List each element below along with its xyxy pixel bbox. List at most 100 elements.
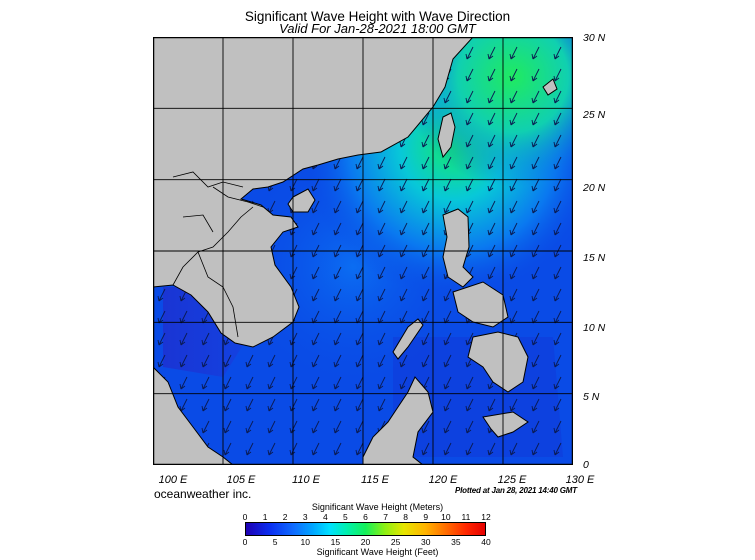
wave-arrow	[443, 354, 452, 368]
wave-arrow	[355, 200, 364, 214]
wave-arrow	[531, 288, 540, 302]
wave-arrow	[245, 376, 254, 390]
wave-arrow	[531, 376, 540, 390]
wave-arrow	[223, 354, 232, 368]
wave-arrow	[311, 266, 320, 280]
wave-arrow	[487, 46, 496, 60]
wave-arrow	[443, 398, 452, 412]
lat-label-30n: 30 N	[583, 32, 606, 44]
land-ryukyu	[542, 78, 558, 96]
wave-arrow	[355, 442, 364, 456]
wave-arrow	[377, 398, 386, 412]
land-sulawesi	[482, 411, 529, 438]
wave-arrow	[465, 398, 474, 412]
wave-arrow	[487, 200, 496, 214]
wave-arrow	[399, 354, 408, 368]
wave-arrow	[465, 178, 474, 192]
wave-arrow	[355, 288, 364, 302]
wave-arrow	[311, 222, 320, 236]
wave-arrow	[223, 420, 232, 434]
land-taiwan	[437, 112, 456, 159]
wave-arrow	[355, 398, 364, 412]
colorbar-tick-feet: 20	[360, 537, 371, 547]
wave-arrow	[399, 266, 408, 280]
lat-label-20n: 20 N	[583, 182, 606, 194]
lat-label-15n: 15 N	[583, 252, 606, 264]
colorbar-tick-meters: 0	[242, 512, 248, 522]
wave-arrow	[157, 354, 166, 368]
wave-arrow	[311, 376, 320, 390]
land-palawan	[392, 318, 424, 360]
wave-arrow	[509, 288, 518, 302]
colorbar-tick-meters: 4	[322, 512, 328, 522]
wave-arrow	[333, 420, 342, 434]
wave-arrow	[553, 112, 562, 126]
wave-arrow	[443, 90, 452, 104]
wave-arrow	[509, 442, 518, 456]
wave-arrow	[531, 90, 540, 104]
land-malay-peninsula	[153, 366, 234, 465]
wave-arrow	[443, 376, 452, 390]
credit-text: oceanweather inc.	[154, 487, 252, 501]
wave-arrow	[531, 442, 540, 456]
lon-label-130e: 130 E	[565, 474, 595, 486]
wave-arrow	[311, 178, 320, 192]
wave-arrow	[377, 200, 386, 214]
lat-label-0: 0	[583, 459, 589, 471]
wave-arrow	[399, 178, 408, 192]
wave-arrow	[443, 442, 452, 456]
wave-arrow	[311, 200, 320, 214]
wave-arrow	[421, 200, 430, 214]
wave-arrow	[267, 398, 276, 412]
wave-arrow	[333, 178, 342, 192]
wave-arrow	[201, 398, 210, 412]
wave-arrow	[487, 442, 496, 456]
colorbar-tick-meters: 12	[481, 512, 491, 522]
wave-arrow	[553, 46, 562, 60]
colorbar-tick-meters: 10	[441, 512, 451, 522]
wave-arrow	[311, 354, 320, 368]
wave-arrow	[421, 420, 430, 434]
wave-arrow	[553, 442, 562, 456]
lat-label-25n: 25 N	[583, 109, 606, 121]
colorbar-tick-meters: 9	[423, 512, 429, 522]
colorbar-tick-meters: 2	[282, 512, 288, 522]
wave-arrow	[223, 442, 232, 456]
colorbar-tick-feet: 0	[242, 537, 248, 547]
colorbar	[245, 522, 486, 536]
colorbar-tick-feet: 25	[390, 537, 401, 547]
wave-arrow	[333, 288, 342, 302]
wave-arrow	[553, 68, 562, 82]
wave-arrow	[531, 68, 540, 82]
wave-arrow	[267, 376, 276, 390]
plotted-timestamp: Plotted at Jan 28, 2021 14:40 GMT	[455, 486, 577, 495]
wave-arrow	[157, 288, 166, 302]
wave-arrow	[531, 354, 540, 368]
wave-arrow	[553, 288, 562, 302]
wave-arrow	[487, 112, 496, 126]
wave-arrow	[421, 332, 430, 346]
lat-label-10n: 10 N	[583, 322, 606, 334]
lat-label-5n: 5 N	[583, 391, 600, 403]
wave-arrow	[355, 376, 364, 390]
wave-arrow	[443, 156, 452, 170]
wave-arrow	[377, 222, 386, 236]
wave-arrow	[201, 420, 210, 434]
wave-arrow	[531, 222, 540, 236]
wave-arrow	[333, 442, 342, 456]
wave-arrow	[487, 134, 496, 148]
wave-arrow	[311, 398, 320, 412]
land-philippines-luzon	[442, 208, 474, 288]
wave-arrow	[311, 420, 320, 434]
wave-arrow	[377, 332, 386, 346]
wave-arrow	[355, 266, 364, 280]
wave-arrow	[333, 222, 342, 236]
wave-arrow	[465, 420, 474, 434]
land-borneo	[362, 376, 434, 465]
wave-arrow	[553, 200, 562, 214]
wave-arrow	[531, 398, 540, 412]
wave-arrow	[553, 90, 562, 104]
wave-arrow	[465, 332, 474, 346]
wave-arrow	[553, 134, 562, 148]
wave-arrow	[487, 266, 496, 280]
